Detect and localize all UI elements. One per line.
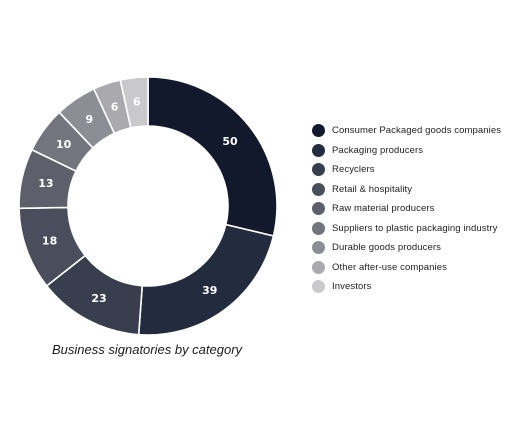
legend-swatch <box>312 202 325 216</box>
legend-swatch <box>312 143 325 157</box>
slice-investors <box>119 76 149 129</box>
legend-item-recyclers: Recyclers <box>312 160 501 180</box>
legend-label: Raw material producers <box>332 203 435 215</box>
legend-item-investors: Investors <box>312 277 501 297</box>
slice-value-label: 6 <box>111 100 119 113</box>
slice-value-label: 23 <box>91 292 106 305</box>
chart-title: Business signatories by category <box>52 342 243 357</box>
donut-slices <box>18 76 278 336</box>
legend-swatch <box>312 182 325 196</box>
legend-label: Investors <box>332 281 372 293</box>
slice-packaging-producers <box>137 223 275 336</box>
donut-chart: 50 39 23 18 13 10 9 6 6 <box>18 76 278 336</box>
slice-consumer-packaged-goods-companies <box>147 76 278 237</box>
slice-value-label: 9 <box>86 113 94 126</box>
slice-value-label: 10 <box>56 138 72 151</box>
legend-item-packaging-producers: Packaging producers <box>312 141 501 161</box>
legend-swatch <box>312 241 325 255</box>
slice-value-label: 13 <box>38 177 53 190</box>
legend-label: Suppliers to plastic packaging industry <box>332 222 498 234</box>
legend-label: Packaging producers <box>332 144 424 156</box>
legend-item-other-after-use-companies: Other after-use companies <box>312 258 501 278</box>
slice-value-label: 6 <box>133 96 141 109</box>
legend-swatch <box>312 124 325 138</box>
legend-item-raw-material-producers: Raw material producers <box>312 199 501 219</box>
legend-label: Retail & hospitality <box>332 183 413 195</box>
legend-label: Consumer Packaged goods companies <box>332 125 502 137</box>
slice-value-label: 50 <box>222 135 238 148</box>
slice-value-labels: 50 39 23 18 13 10 9 6 6 <box>38 96 238 305</box>
legend-item-suppliers-to-plastic-packaging-industry: Suppliers to plastic packaging industry <box>312 219 501 239</box>
slice-value-label: 39 <box>202 284 217 297</box>
legend-item-retail-and-hospitality: Retail & hospitality <box>312 180 501 200</box>
legend-item-durable-goods-producers: Durable goods producers <box>312 238 501 258</box>
legend-label: Recyclers <box>332 164 375 176</box>
legend-swatch <box>312 221 325 235</box>
legend-swatch <box>312 260 325 274</box>
slice-value-label: 18 <box>42 235 57 248</box>
legend-label: Durable goods producers <box>332 242 441 254</box>
legend-swatch <box>312 163 325 177</box>
legend-swatch <box>312 280 325 294</box>
legend-item-consumer-packaged-goods-companies: Consumer Packaged goods companies <box>312 121 501 141</box>
legend-label: Other after-use companies <box>332 261 447 273</box>
legend: Consumer Packaged goods companies Packagi… <box>312 121 501 297</box>
